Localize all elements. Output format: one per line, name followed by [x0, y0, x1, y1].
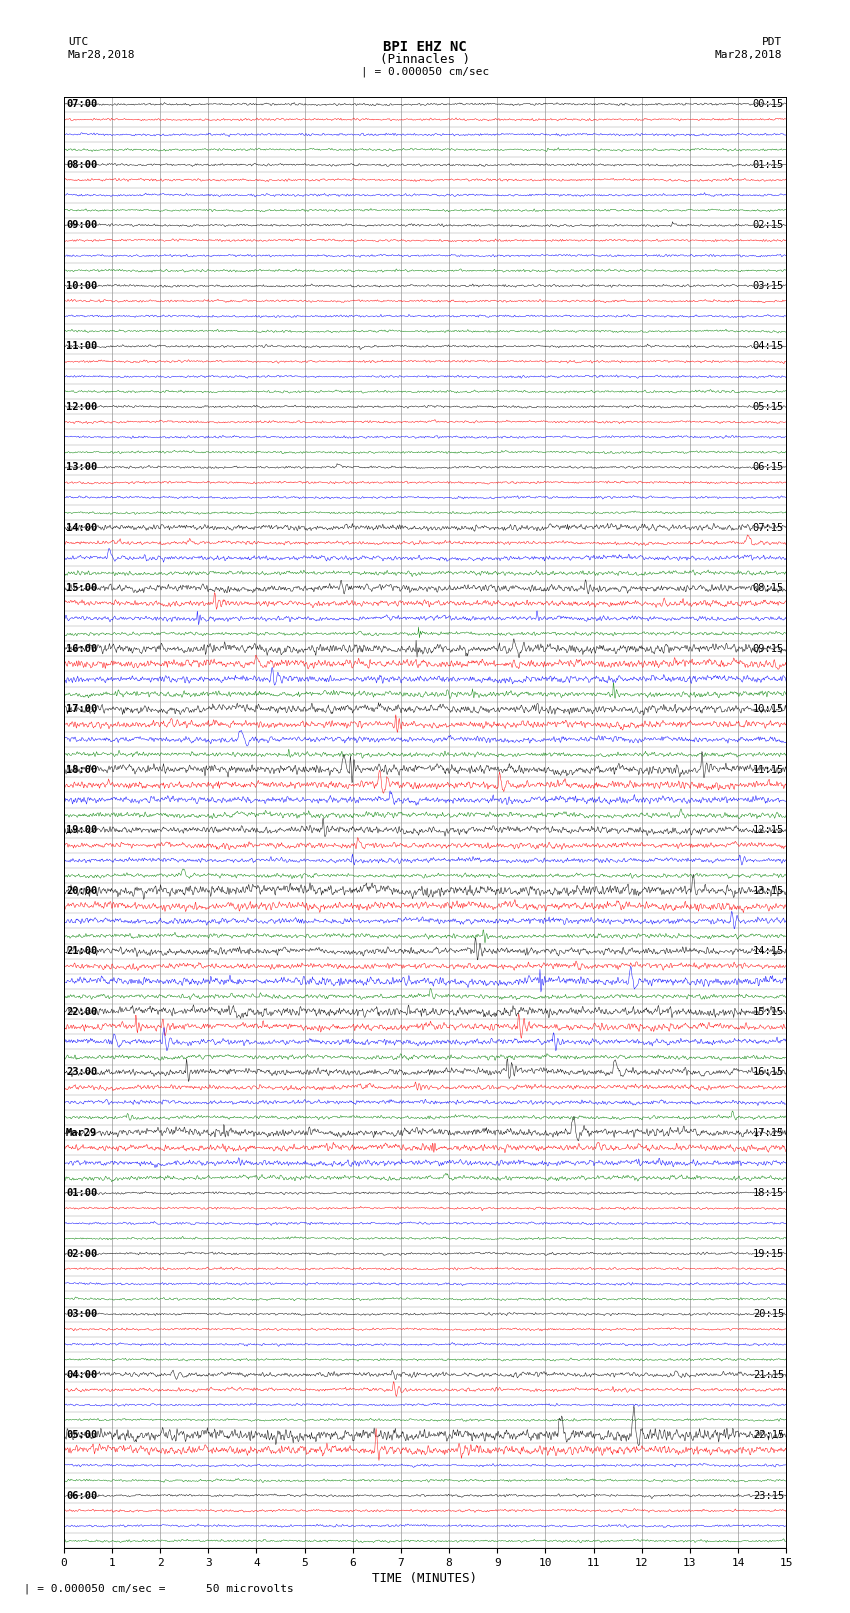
Text: 09:15: 09:15	[753, 644, 784, 653]
X-axis label: TIME (MINUTES): TIME (MINUTES)	[372, 1573, 478, 1586]
Text: 03:00: 03:00	[66, 1310, 97, 1319]
Text: 19:15: 19:15	[753, 1248, 784, 1258]
Text: 15:00: 15:00	[66, 584, 97, 594]
Text: BPI EHZ NC: BPI EHZ NC	[383, 40, 467, 55]
Text: 23:00: 23:00	[66, 1068, 97, 1077]
Text: 21:00: 21:00	[66, 947, 97, 957]
Text: 01:00: 01:00	[66, 1189, 97, 1198]
Text: 10:00: 10:00	[66, 281, 97, 290]
Text: Mar28,2018: Mar28,2018	[68, 50, 135, 60]
Text: 11:00: 11:00	[66, 342, 97, 352]
Text: 14:15: 14:15	[753, 947, 784, 957]
Text: 17:00: 17:00	[66, 705, 97, 715]
Text: 07:00: 07:00	[66, 100, 97, 110]
Text: 01:15: 01:15	[753, 160, 784, 169]
Text: 16:15: 16:15	[753, 1068, 784, 1077]
Text: 05:00: 05:00	[66, 1431, 97, 1440]
Text: 18:15: 18:15	[753, 1189, 784, 1198]
Text: 05:15: 05:15	[753, 402, 784, 411]
Text: 23:15: 23:15	[753, 1490, 784, 1500]
Text: 13:00: 13:00	[66, 463, 97, 473]
Text: 10:15: 10:15	[753, 705, 784, 715]
Text: 03:15: 03:15	[753, 281, 784, 290]
Text: 18:00: 18:00	[66, 765, 97, 774]
Text: 02:15: 02:15	[753, 221, 784, 231]
Text: 20:00: 20:00	[66, 886, 97, 895]
Text: 06:00: 06:00	[66, 1490, 97, 1500]
Text: 13:15: 13:15	[753, 886, 784, 895]
Text: 09:00: 09:00	[66, 221, 97, 231]
Text: 12:15: 12:15	[753, 826, 784, 836]
Text: 06:15: 06:15	[753, 463, 784, 473]
Text: (Pinnacles ): (Pinnacles )	[380, 53, 470, 66]
Text: PDT: PDT	[762, 37, 782, 47]
Text: 22:00: 22:00	[66, 1007, 97, 1016]
Text: 22:15: 22:15	[753, 1431, 784, 1440]
Text: 11:15: 11:15	[753, 765, 784, 774]
Text: 17:15: 17:15	[753, 1127, 784, 1137]
Text: 04:15: 04:15	[753, 342, 784, 352]
Text: 15:15: 15:15	[753, 1007, 784, 1016]
Text: 02:00: 02:00	[66, 1248, 97, 1258]
Text: 21:15: 21:15	[753, 1369, 784, 1379]
Text: 14:00: 14:00	[66, 523, 97, 532]
Text: UTC: UTC	[68, 37, 88, 47]
Text: 20:15: 20:15	[753, 1310, 784, 1319]
Text: 08:00: 08:00	[66, 160, 97, 169]
Text: | = 0.000050 cm/sec =      50 microvolts: | = 0.000050 cm/sec = 50 microvolts	[17, 1582, 294, 1594]
Text: 07:15: 07:15	[753, 523, 784, 532]
Text: 19:00: 19:00	[66, 826, 97, 836]
Text: 16:00: 16:00	[66, 644, 97, 653]
Text: 08:15: 08:15	[753, 584, 784, 594]
Text: | = 0.000050 cm/sec: | = 0.000050 cm/sec	[361, 66, 489, 77]
Text: 12:00: 12:00	[66, 402, 97, 411]
Text: Mar29: Mar29	[66, 1127, 97, 1137]
Text: 00:15: 00:15	[753, 100, 784, 110]
Text: Mar28,2018: Mar28,2018	[715, 50, 782, 60]
Text: 04:00: 04:00	[66, 1369, 97, 1379]
